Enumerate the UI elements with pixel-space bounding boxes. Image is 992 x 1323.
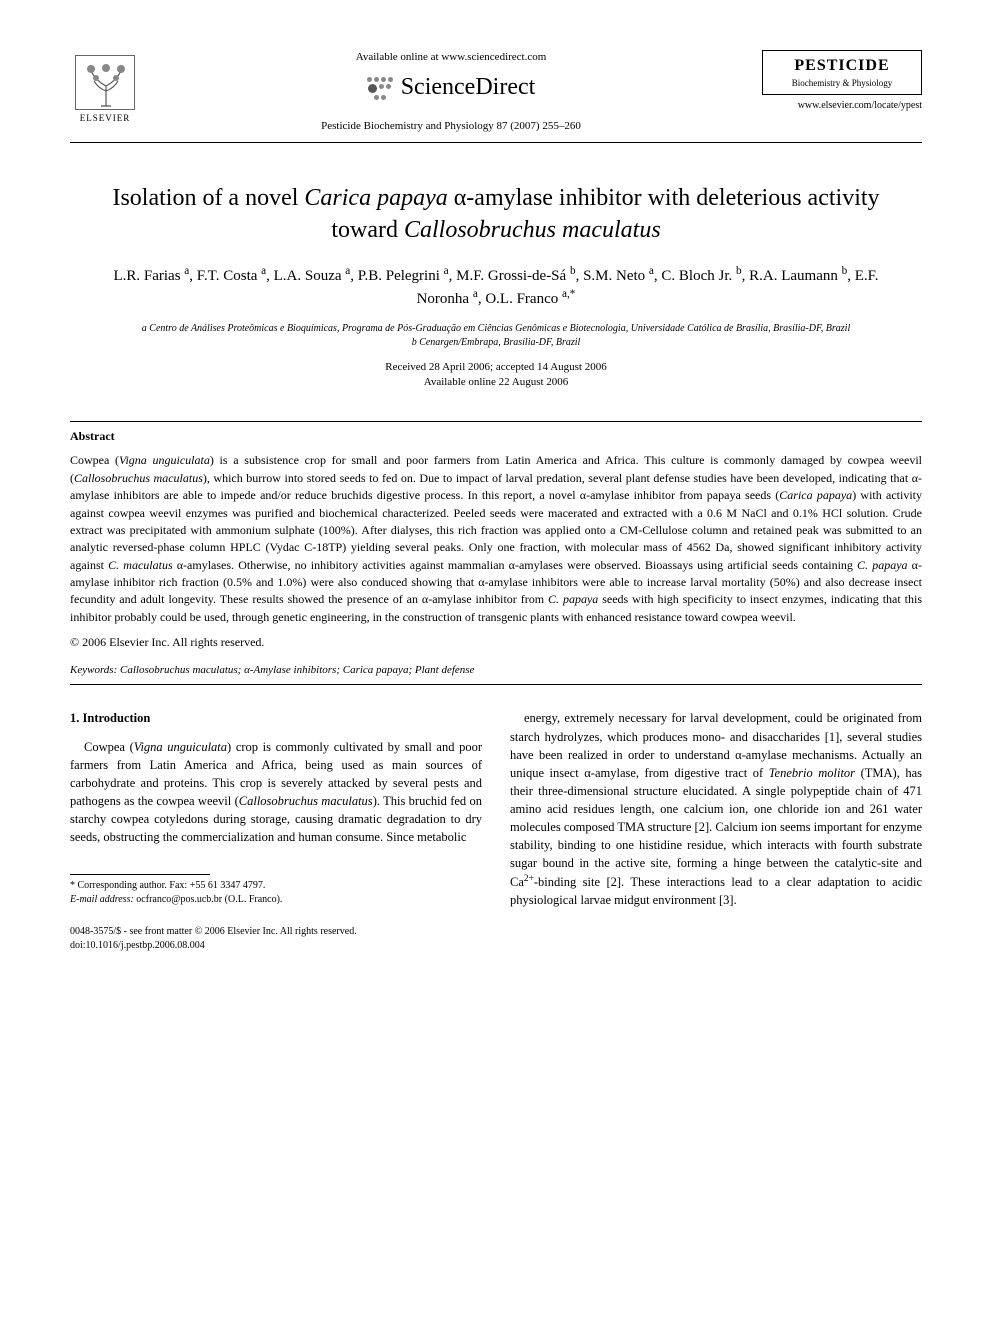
abstract-top-rule (70, 421, 922, 422)
intro-paragraph-left: Cowpea (Vigna unguiculata) crop is commo… (70, 738, 482, 847)
body-columns: 1. Introduction Cowpea (Vigna unguiculat… (70, 709, 922, 909)
email-name: (O.L. Franco). (225, 894, 283, 905)
available-online-text: Available online at www.sciencedirect.co… (140, 50, 762, 65)
column-right: energy, extremely necessary for larval d… (510, 709, 922, 909)
page-header: ELSEVIER Available online at www.science… (70, 50, 922, 134)
article-title: Isolation of a novel Carica papaya α-amy… (100, 183, 892, 245)
keywords-text: Callosobruchus maculatus; α-Amylase inhi… (120, 664, 474, 676)
intro-paragraph-right: energy, extremely necessary for larval d… (510, 709, 922, 909)
column-left: 1. Introduction Cowpea (Vigna unguiculat… (70, 709, 482, 909)
header-rule (70, 142, 922, 143)
affiliation-a: a Centro de Análises Proteômicas e Bioqu… (70, 322, 922, 336)
footnote-rule (70, 874, 210, 875)
abstract-text: Cowpea (Vigna unguiculata) is a subsiste… (70, 452, 922, 626)
front-matter-line: 0048-3575/$ - see front matter © 2006 El… (70, 925, 922, 939)
elsevier-label: ELSEVIER (80, 112, 131, 125)
affiliation-b: b Cenargen/Embrapa, Brasília-DF, Brazil (70, 336, 922, 350)
center-header: Available online at www.sciencedirect.co… (140, 50, 762, 134)
sciencedirect-icon (367, 75, 393, 101)
available-date: Available online 22 August 2006 (70, 375, 922, 390)
affiliations: a Centro de Análises Proteômicas e Bioqu… (70, 322, 922, 350)
journal-box-wrapper: PESTICIDE Biochemistry & Physiology www.… (762, 50, 922, 113)
abstract-heading: Abstract (70, 428, 922, 445)
corresponding-author-footnote: * Corresponding author. Fax: +55 61 3347… (70, 879, 482, 907)
footer-metadata: 0048-3575/$ - see front matter © 2006 El… (70, 925, 922, 953)
sciencedirect-brand: ScienceDirect (140, 71, 762, 105)
journal-reference: Pesticide Biochemistry and Physiology 87… (140, 119, 762, 134)
email-line: E-mail address: ocfranco@pos.ucb.br (O.L… (70, 893, 482, 907)
keywords-line: Keywords: Callosobruchus maculatus; α-Am… (70, 663, 922, 678)
sciencedirect-text: ScienceDirect (401, 71, 536, 105)
elsevier-tree-icon (75, 55, 135, 110)
journal-box-subtitle: Biochemistry & Physiology (771, 77, 913, 90)
email-label: E-mail address: (70, 894, 134, 905)
copyright-line: © 2006 Elsevier Inc. All rights reserved… (70, 634, 922, 651)
article-dates: Received 28 April 2006; accepted 14 Augu… (70, 360, 922, 391)
authors-list: L.R. Farias a, F.T. Costa a, L.A. Souza … (110, 264, 882, 310)
journal-box: PESTICIDE Biochemistry & Physiology (762, 50, 922, 95)
elsevier-logo: ELSEVIER (70, 50, 140, 130)
corresponding-line: * Corresponding author. Fax: +55 61 3347… (70, 879, 482, 893)
email-address[interactable]: ocfranco@pos.ucb.br (136, 894, 222, 905)
introduction-heading: 1. Introduction (70, 709, 482, 727)
received-date: Received 28 April 2006; accepted 14 Augu… (70, 360, 922, 375)
doi-line: doi:10.1016/j.pestbp.2006.08.004 (70, 939, 922, 953)
keywords-label: Keywords: (70, 664, 117, 676)
journal-box-title: PESTICIDE (771, 55, 913, 77)
abstract-bottom-rule (70, 684, 922, 685)
locate-url: www.elsevier.com/locate/ypest (762, 99, 922, 113)
